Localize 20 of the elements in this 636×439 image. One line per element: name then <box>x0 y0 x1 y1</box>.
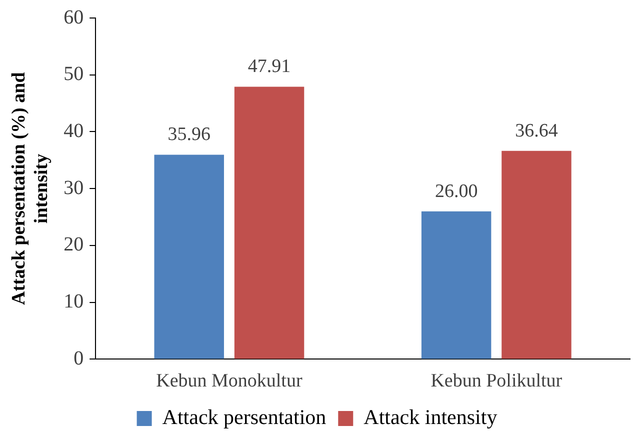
bar <box>502 150 572 359</box>
data-label: 26.00 <box>434 180 478 202</box>
legend-label: Attack intensity <box>364 405 498 430</box>
y-tick-label: 10 <box>64 290 84 313</box>
data-label: 35.96 <box>168 124 210 146</box>
y-tick-label: 60 <box>64 6 84 28</box>
legend-label: Attack persentation <box>162 405 327 430</box>
y-tick-label: 20 <box>64 234 84 256</box>
x-tick-label: Kebun Polikultur <box>430 370 563 392</box>
bar <box>154 154 224 359</box>
y-tick-label: 50 <box>64 63 84 86</box>
bar <box>421 211 492 359</box>
y-tick-label: 30 <box>64 176 84 199</box>
data-label: 36.64 <box>515 120 558 142</box>
y-tick-label: 40 <box>64 120 84 142</box>
bar <box>234 86 304 359</box>
y-axis-title: Attack persentation (%) and intensity <box>8 72 52 305</box>
y-tick-label: 0 <box>74 347 84 370</box>
data-label: 47.91 <box>248 56 291 78</box>
x-tick-label: Kebun Monokultur <box>156 370 303 392</box>
